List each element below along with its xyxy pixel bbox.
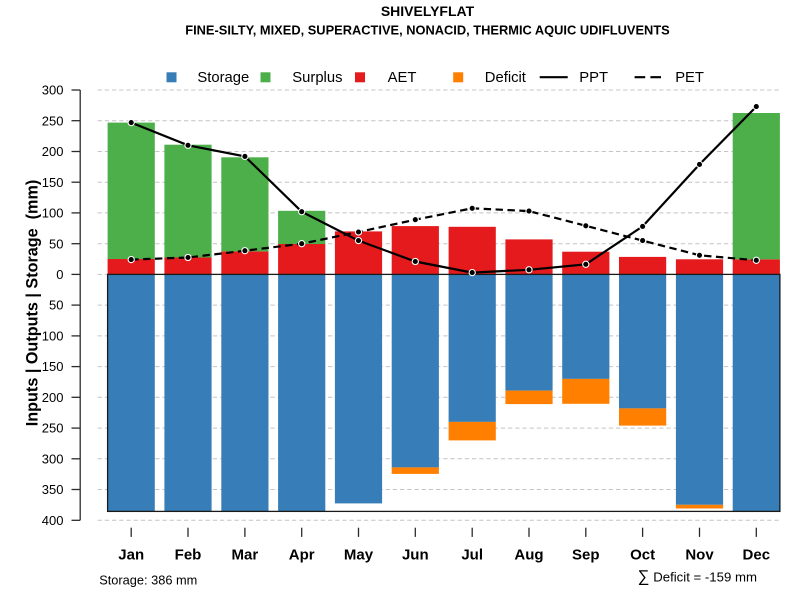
svg-text:250: 250	[42, 421, 64, 436]
svg-text:∑ Deficit = -159 mm: ∑ Deficit = -159 mm	[638, 567, 757, 585]
svg-text:Apr: Apr	[289, 547, 315, 564]
svg-text:Nov: Nov	[685, 547, 714, 564]
svg-text:250: 250	[42, 113, 64, 128]
svg-text:Storage: Storage	[197, 70, 249, 86]
svg-text:Jun: Jun	[402, 547, 429, 564]
svg-text:Dec: Dec	[743, 547, 771, 564]
svg-text:Sep: Sep	[572, 547, 600, 564]
svg-text:300: 300	[42, 83, 64, 98]
svg-text:350: 350	[42, 482, 64, 497]
svg-text:Oct: Oct	[630, 547, 655, 564]
svg-text:Mar: Mar	[232, 547, 259, 564]
svg-text:0: 0	[56, 267, 63, 282]
svg-text:FINE-SILTY, MIXED, SUPERACTIVE: FINE-SILTY, MIXED, SUPERACTIVE, NONACID,…	[185, 22, 670, 37]
svg-text:300: 300	[42, 451, 64, 466]
svg-text:Inputs | Outputs | Storage (m: Inputs | Outputs | Storage (mm)	[23, 180, 41, 426]
svg-text:100: 100	[42, 329, 64, 344]
svg-text:200: 200	[42, 144, 64, 159]
svg-text:100: 100	[42, 206, 64, 221]
svg-text:Storage: 386 mm: Storage: 386 mm	[99, 572, 197, 587]
svg-text:SHIVELYFLAT: SHIVELYFLAT	[381, 3, 475, 19]
svg-text:Deficit: Deficit	[485, 70, 526, 86]
svg-text:50: 50	[49, 236, 63, 251]
svg-text:Feb: Feb	[175, 547, 202, 564]
svg-text:Aug: Aug	[514, 547, 543, 564]
svg-text:Surplus: Surplus	[292, 70, 342, 86]
svg-text:Jan: Jan	[118, 547, 144, 564]
svg-text:Jul: Jul	[461, 547, 483, 564]
svg-text:50: 50	[49, 298, 63, 313]
svg-text:May: May	[344, 547, 374, 564]
svg-text:AET: AET	[388, 70, 417, 86]
svg-text:PPT: PPT	[579, 70, 608, 86]
svg-text:PET: PET	[675, 70, 704, 86]
svg-text:150: 150	[42, 359, 64, 374]
svg-text:150: 150	[42, 175, 64, 190]
svg-text:400: 400	[42, 513, 64, 528]
svg-text:200: 200	[42, 390, 64, 405]
